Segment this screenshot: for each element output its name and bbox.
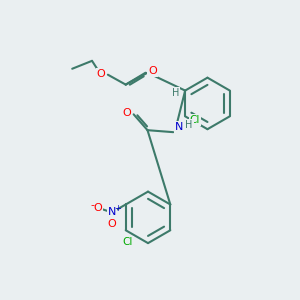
Text: O: O: [148, 66, 157, 76]
Text: +: +: [114, 204, 121, 213]
Text: O: O: [94, 203, 102, 214]
Text: -: -: [90, 200, 94, 211]
Text: O: O: [107, 219, 116, 229]
Text: H: H: [185, 120, 193, 130]
Text: O: O: [97, 69, 105, 79]
Text: O: O: [122, 108, 131, 118]
Text: N: N: [108, 207, 116, 218]
Text: N: N: [175, 122, 183, 132]
Text: Cl: Cl: [122, 237, 133, 247]
Text: H: H: [172, 88, 179, 98]
Text: Cl: Cl: [190, 115, 200, 125]
